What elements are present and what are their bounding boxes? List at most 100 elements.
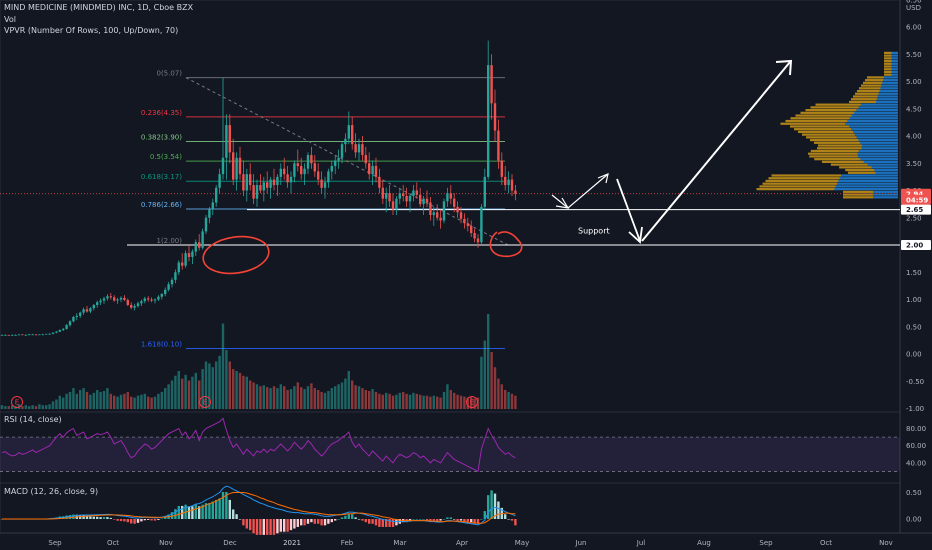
volume-profile-down-bar <box>814 158 861 161</box>
fib-level-label: 0.5(3.54) <box>150 153 182 161</box>
price-tick-label: 6.00 <box>906 24 922 32</box>
volume-bar <box>140 394 143 409</box>
candle-body <box>82 309 85 313</box>
volume-bar <box>398 392 401 409</box>
volume-profile-up-bar <box>858 149 898 153</box>
macd-histogram-bar <box>289 519 293 531</box>
macd-histogram-bar <box>344 515 347 519</box>
macd-histogram-bar <box>286 519 289 532</box>
volume-bar <box>442 391 446 409</box>
macd-histogram-bar <box>470 519 473 523</box>
macd-histogram-bar <box>160 518 163 520</box>
volume-profile-up-bar <box>856 136 898 139</box>
volume-bar <box>113 395 116 409</box>
macd-histogram-bar <box>181 505 184 519</box>
time-tick-label: Sep <box>48 539 62 547</box>
macd-histogram-bar <box>170 512 174 519</box>
macd-histogram-bar <box>368 519 371 524</box>
candle-body <box>99 300 102 303</box>
price-tick-label: 6.50 <box>906 0 922 4</box>
volume-bar <box>378 393 381 409</box>
volume-profile-up-bar <box>858 138 898 142</box>
volume-profile-up-bar <box>879 89 898 93</box>
volume-bar <box>425 395 429 409</box>
macd-histogram-bar <box>272 519 276 535</box>
macd-histogram-bar <box>323 519 327 526</box>
macd-histogram-bar <box>187 506 191 519</box>
candle-body <box>293 163 296 177</box>
candle-body <box>381 187 384 199</box>
volume-profile-down-bar <box>765 179 839 183</box>
volume-bar <box>160 391 163 409</box>
candle-body <box>391 201 395 210</box>
rsi-indicator-label[interactable]: RSI (14, close) <box>4 415 62 424</box>
macd-histogram-bar <box>419 519 422 520</box>
candle-body <box>259 185 262 191</box>
macd-histogram-bar <box>211 501 214 519</box>
volume-bar <box>245 376 248 409</box>
volume-bar <box>402 391 405 409</box>
candle-body <box>198 242 201 248</box>
volume-profile-down-bar <box>756 188 835 191</box>
chart-title[interactable]: MIND MEDICINE (MINDMED) INC, 1D, Cboe BZ… <box>4 3 194 12</box>
support-annotation: Support <box>578 226 610 235</box>
volume-profile-up-bar <box>891 62 898 65</box>
volume-bar <box>45 405 48 409</box>
time-tick-label: Mar <box>393 539 406 547</box>
volume-bar <box>249 380 252 409</box>
macd-histogram-bar <box>385 519 388 527</box>
candle-body <box>184 253 187 266</box>
volume-profile-down-bar <box>790 117 850 120</box>
candle-body <box>48 333 51 335</box>
macd-histogram-bar <box>133 519 136 524</box>
candle-body <box>374 165 378 177</box>
volume-indicator-label[interactable]: Vol <box>4 15 16 24</box>
volume-profile-down-bar <box>839 166 872 169</box>
volume-bar <box>283 386 286 409</box>
volume-bar <box>279 384 282 409</box>
candle-body <box>116 299 119 301</box>
macd-histogram-bar <box>453 519 456 520</box>
macd-histogram-bar <box>249 519 252 531</box>
volume-bar <box>218 355 221 409</box>
macd-histogram-bar <box>303 519 306 526</box>
earnings-marker-letter: E <box>15 399 19 407</box>
macd-indicator-label[interactable]: MACD (12, 26, close, 9) <box>4 487 99 496</box>
volume-bar <box>119 394 123 409</box>
macd-histogram-bar <box>252 519 255 534</box>
macd-histogram-bar <box>204 503 208 519</box>
volume-bar <box>89 394 92 409</box>
macd-histogram-bar <box>293 519 296 529</box>
price-tick-label: 2.50 <box>906 214 922 222</box>
time-tick-label: Jul <box>636 539 646 547</box>
volume-bar <box>446 384 449 409</box>
volume-bar <box>310 383 313 409</box>
macd-pane <box>0 482 901 534</box>
time-tick-label: Nov <box>879 539 893 547</box>
volume-profile-up-bar <box>854 111 898 114</box>
price-tick-label: 0.00 <box>906 351 922 359</box>
candle-body <box>351 125 354 145</box>
candle-body <box>466 223 469 226</box>
candle-body <box>385 193 388 199</box>
fib-level-label: 1.618(0.10) <box>141 341 182 349</box>
macd-histogram-bar <box>412 519 415 520</box>
volume-profile-up-bar <box>880 87 898 90</box>
candle-body <box>419 194 422 205</box>
volume-bar <box>85 391 89 409</box>
volume-bar <box>68 391 72 409</box>
price-axis-badge-text: 2.65 <box>906 206 923 214</box>
vpvr-indicator-label[interactable]: VPVR (Number Of Rows, 100, Up/Down, 70) <box>4 26 179 35</box>
macd-histogram-bar <box>504 514 507 519</box>
volume-bar <box>395 394 398 409</box>
volume-profile-up-bar <box>874 168 898 172</box>
candle-body <box>249 174 252 186</box>
candle-body <box>106 296 109 299</box>
candle-body <box>65 325 68 329</box>
candle-body <box>412 190 415 196</box>
price-tick-label: 1.00 <box>906 296 922 304</box>
volume-bar <box>38 404 41 409</box>
volume-bar <box>456 394 459 409</box>
macd-histogram-bar <box>126 519 129 523</box>
